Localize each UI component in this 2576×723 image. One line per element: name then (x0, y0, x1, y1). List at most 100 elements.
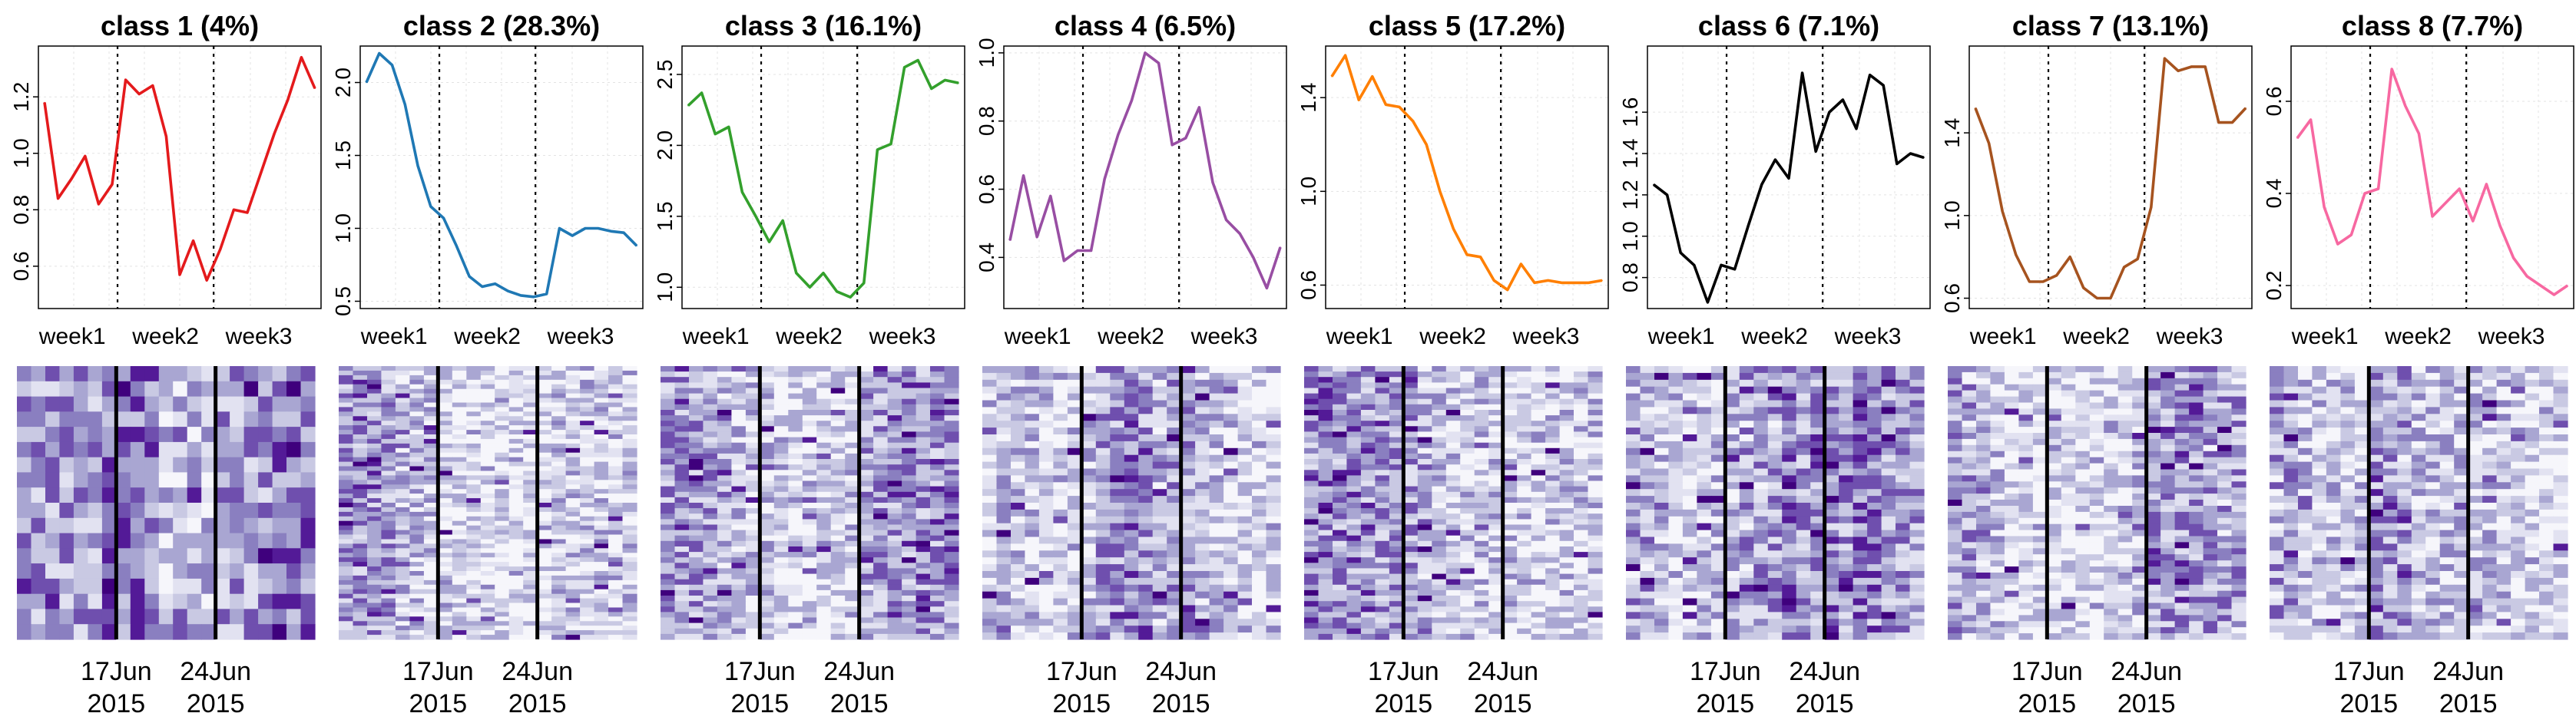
heatmap-cell (944, 442, 959, 449)
heatmap-cell (409, 520, 425, 527)
heatmap-cell (788, 552, 803, 558)
heatmap-cell (1626, 386, 1641, 395)
heatmap-cell (1432, 475, 1447, 482)
heatmap-cell (565, 480, 581, 485)
heatmap-cell (1011, 626, 1026, 633)
heatmap-cell (944, 535, 959, 542)
heatmap-cell (1053, 421, 1068, 428)
heatmap-cell (495, 553, 510, 558)
data-point (1063, 260, 1065, 262)
heatmap-cell (1574, 475, 1589, 482)
heatmap-cell (1545, 579, 1561, 586)
heatmap-cell (1025, 366, 1040, 374)
heatmap-cell (1138, 421, 1154, 428)
heatmap-cell (760, 415, 775, 421)
heatmap-cell (1252, 461, 1267, 470)
heatmap-cell (101, 396, 117, 412)
heatmap-cell (887, 601, 902, 607)
heatmap-cell (608, 470, 624, 476)
data-point (1574, 282, 1576, 284)
heatmap-cell (1223, 543, 1239, 551)
heatmap-cell (565, 516, 581, 522)
data-point (404, 104, 406, 105)
heatmap-cell (902, 535, 917, 542)
heatmap-cell (580, 434, 595, 440)
heatmap-cell (1588, 579, 1603, 586)
heatmap-cell (1095, 434, 1111, 442)
heatmap-cell (1237, 489, 1253, 497)
heatmap-cell (1502, 513, 1518, 520)
heatmap-cell (689, 377, 704, 383)
heatmap-cell (982, 461, 998, 470)
heatmap-cell (1124, 591, 1139, 599)
heatmap-cell (1011, 619, 1026, 626)
heatmap-cell (1011, 400, 1026, 408)
heatmap-cell (452, 579, 467, 586)
heatmap-cell (1545, 366, 1561, 372)
heatmap-cell (996, 584, 1012, 593)
heatmap-cell (594, 438, 609, 444)
heatmap-cell (608, 438, 624, 444)
heatmap-cell (830, 377, 846, 383)
heatmap-cell (622, 635, 637, 640)
heatmap-cell (466, 434, 482, 440)
heatmap-cell (395, 516, 410, 522)
heatmap-cell (101, 487, 117, 503)
heatmap-cell (608, 443, 624, 449)
heatmap-cell (130, 381, 145, 398)
heatmap-cell (1266, 489, 1281, 497)
heatmap-cell (144, 624, 160, 640)
heatmap-cell (1531, 628, 1546, 635)
heatmap-cell (1389, 497, 1404, 503)
heatmap-cell (745, 459, 760, 465)
heatmap-cell (367, 434, 382, 440)
heatmap-cell (1304, 447, 1319, 454)
heatmap-cell (1304, 557, 1319, 563)
heatmap-cell (130, 503, 145, 519)
heatmap-cell (1011, 632, 1026, 640)
heatmap-cell (1432, 503, 1447, 509)
heatmap-cell (916, 579, 931, 586)
heatmap-cell (1474, 453, 1489, 460)
heatmap-cell (466, 484, 482, 490)
heatmap-cell (1502, 497, 1518, 503)
heatmap-cell (523, 461, 538, 467)
heatmap-cell (802, 601, 817, 607)
heatmap-cell (1333, 524, 1348, 531)
heatmap-cell (1304, 459, 1319, 465)
heatmap-cell (930, 464, 945, 470)
heatmap-cell (887, 557, 902, 563)
heatmap-cell (73, 411, 88, 428)
heatmap-cell (551, 557, 567, 563)
heatmap-cell (230, 396, 245, 412)
heatmap-cell (1067, 626, 1082, 633)
heatmap-cell (286, 533, 302, 549)
data-point (890, 143, 892, 145)
heatmap-cell (339, 375, 354, 381)
plot-frame (1003, 45, 1287, 309)
heatmap-cell (367, 607, 382, 612)
heatmap-cell (661, 377, 676, 383)
heatmap-cell (996, 516, 1012, 524)
heatmap-cell (830, 421, 846, 427)
heatmap-cell (703, 480, 718, 487)
heatmap-cell (367, 548, 382, 553)
heatmap-cell (551, 443, 567, 449)
heatmap-cell (580, 489, 595, 494)
heatmap-cell (873, 546, 889, 553)
heatmap-cell (674, 431, 690, 438)
heatmap-cell (1053, 530, 1068, 538)
heatmap-cell (788, 491, 803, 498)
heatmap-cell (1110, 557, 1125, 565)
heatmap-cell (1067, 564, 1082, 572)
heatmap-cell (1138, 386, 1154, 395)
heatmap-cell (1266, 632, 1281, 640)
heatmap-cell (537, 452, 552, 458)
heatmap-cell (1346, 573, 1362, 580)
heatmap-cell (353, 452, 368, 458)
heatmap-cell (887, 398, 902, 405)
heatmap-cell (1531, 404, 1546, 411)
heatmap-cell (1346, 628, 1362, 635)
heatmap-cell (480, 553, 495, 558)
heatmap-cell (144, 609, 160, 625)
